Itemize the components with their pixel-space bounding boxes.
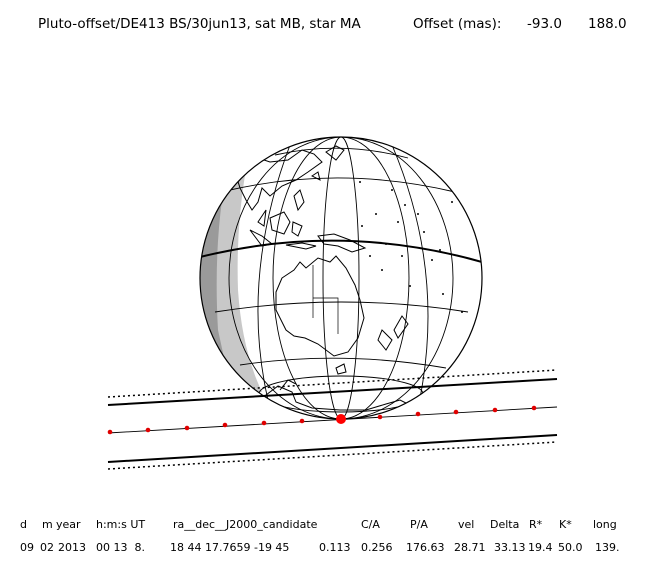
value-delta: 33.13 [494,541,526,554]
time-marker [415,411,421,417]
col-vel: vel [458,518,474,531]
value-day: 09 [20,541,34,554]
col-year: year [56,518,81,531]
col-pa: P/A [410,518,428,531]
time-marker [299,418,305,424]
value-ra-dec: 18 44 17.7659 -19 45 [170,541,289,554]
shadow-edge-north [107,378,558,406]
time-markers [107,405,537,435]
value-ca: 0.256 [361,541,393,554]
island-dots [359,181,463,313]
col-ra-dec: ra__dec__J2000_candidate [173,518,318,531]
time-marker [453,409,459,415]
value-k-star: 50.0 [558,541,583,554]
col-time: h:m:s UT [96,518,145,531]
value-extra: 0.113 [319,541,351,554]
value-vel: 28.71 [454,541,486,554]
shadow-edge-south [107,434,558,463]
earth-globe [199,136,483,420]
value-r-star: 19.4 [528,541,553,554]
time-marker [222,422,228,428]
coastlines [231,145,413,411]
value-month: 02 [40,541,54,554]
value-long: 139. [595,541,620,554]
time-marker [492,407,498,413]
table-data-row: 09 02 2013 00 13 8. 18 44 17.7659 -19 45… [20,541,620,554]
col-r-star: R* [529,518,543,531]
col-day: d [20,518,27,531]
meridians [228,137,454,419]
offset-ra-value: -93.0 [527,16,562,32]
time-marker [261,420,267,426]
time-marker [107,429,113,435]
closest-approach-marker [336,414,346,424]
col-k-star: K* [559,518,572,531]
central-line [107,406,558,434]
plot-title: Pluto-offset/DE413 BS/30jun13, sat MB, s… [38,16,362,32]
offset-dec-value: 188.0 [588,16,627,32]
time-marker [145,427,151,433]
time-marker [531,405,537,411]
col-month: m [42,518,53,531]
event-table: d m year h:m:s UT ra__dec__J2000_candida… [20,518,620,554]
value-pa: 176.63 [406,541,445,554]
value-year: 2013 [58,541,86,554]
col-delta: Delta [490,518,519,531]
offset-label: Offset (mas): [413,16,501,32]
outer-limit-south [107,441,558,470]
value-time: 00 13 8. [96,541,145,554]
time-marker [377,414,383,420]
equator [200,239,482,263]
shadow-path [107,369,558,470]
table-header-row: d m year h:m:s UT ra__dec__J2000_candida… [20,518,617,531]
col-ca: C/A [361,518,380,531]
col-long: long [593,518,617,531]
time-marker [184,425,190,431]
